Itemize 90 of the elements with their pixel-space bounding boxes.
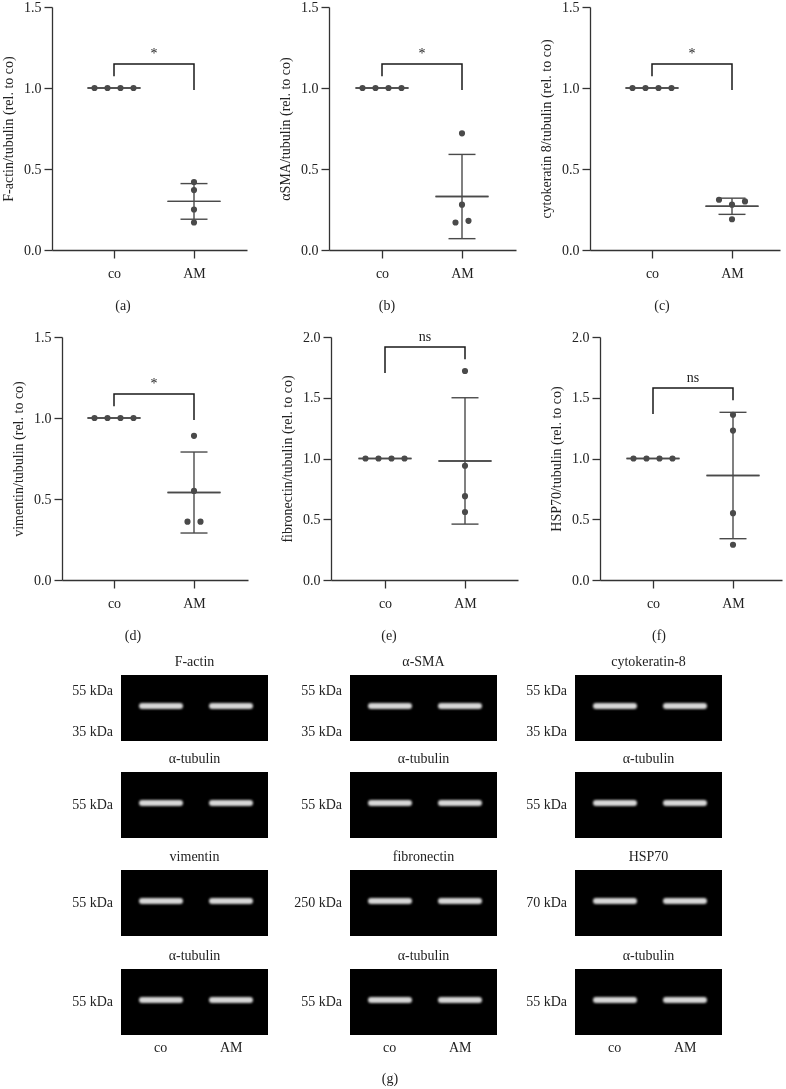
y-tick-label: 1.5 [34, 329, 52, 345]
y-tick-label: 1.5 [303, 390, 321, 406]
category-label: co [608, 1039, 622, 1057]
text: 55 kDa [526, 993, 567, 1011]
text: α-tubulin [168, 947, 221, 965]
text: 35 kDa [72, 722, 113, 741]
x-tick-label: AM [451, 265, 475, 281]
y-tick-label: 0.5 [301, 161, 319, 177]
y-tick-label: 1.5 [24, 0, 42, 15]
y-tick-label: 0.5 [562, 161, 580, 177]
text: (g) [381, 1070, 399, 1088]
text: (b) [378, 298, 396, 314]
text: α-tubulin [622, 750, 675, 768]
y-tick-label: 1.0 [24, 80, 42, 96]
y-axis-title: αSMA/tubulin (rel. to co) [278, 56, 294, 201]
x-tick-label: AM [183, 595, 207, 611]
annotation: ns [418, 328, 432, 344]
category-label: AM [448, 1039, 472, 1057]
y-tick-label: 1.0 [572, 451, 590, 466]
y-tick-label: 2.0 [303, 329, 321, 345]
text: 55 kDa [72, 993, 113, 1011]
y-tick-label: 1.5 [562, 0, 580, 15]
text: (d) [124, 628, 142, 644]
text: 55 kDa [526, 796, 567, 814]
y-tick-label: 0.0 [34, 572, 52, 588]
text: 250 kDa [294, 894, 342, 912]
y-tick-label: 1.0 [303, 451, 321, 466]
x-tick-label: AM [722, 595, 746, 611]
y-axis-title: fibronectin/tubulin (rel. to co) [280, 375, 296, 543]
text: cytokeratin-8 [611, 653, 686, 671]
x-tick-label: co [107, 595, 122, 611]
y-axis-title: F-actin/tubulin (rel. to co) [1, 55, 17, 202]
text: 55 kDa [301, 796, 342, 814]
text: 55 kDa [526, 681, 567, 700]
y-tick-label: 0.0 [303, 572, 321, 588]
text: F-actin [174, 653, 215, 671]
y-tick-label: 0.0 [572, 572, 590, 588]
category-label: AM [219, 1039, 243, 1057]
annotation: * [150, 45, 158, 61]
y-tick-label: 0.0 [301, 242, 319, 258]
text: (c) [654, 298, 671, 314]
y-tick-label: 0.5 [572, 511, 590, 527]
text: (a) [115, 298, 132, 314]
y-tick-label: 1.0 [562, 80, 580, 96]
y-tick-label: 0.0 [24, 242, 42, 258]
text: α-tubulin [397, 750, 450, 768]
y-axis-title: cytokeratin 8/tubulin (rel. to co) [539, 39, 555, 219]
category-label: co [154, 1039, 168, 1057]
x-tick-label: co [107, 265, 122, 281]
text: 55 kDa [72, 894, 113, 912]
text: α-tubulin [397, 947, 450, 965]
x-tick-label: co [378, 595, 393, 611]
x-tick-label: AM [721, 265, 745, 281]
y-tick-label: 2.0 [572, 329, 590, 345]
text: 35 kDa [526, 722, 567, 741]
y-tick-label: 1.0 [301, 80, 319, 96]
annotation: * [150, 375, 158, 391]
text: 55 kDa [301, 993, 342, 1011]
y-tick-label: 0.5 [303, 511, 321, 527]
category-label: AM [673, 1039, 697, 1057]
text: 70 kDa [526, 894, 567, 912]
y-tick-label: 1.5 [572, 390, 590, 406]
y-axis-title: vimentin/tubulin (rel. to co) [11, 380, 27, 537]
text: 55 kDa [301, 681, 342, 700]
x-tick-label: AM [454, 595, 478, 611]
y-tick-label: 1.0 [34, 410, 52, 426]
y-tick-label: 1.5 [301, 0, 319, 15]
text: HSP70 [628, 848, 669, 866]
text: (e) [381, 628, 398, 644]
text: α-tubulin [622, 947, 675, 965]
text: 35 kDa [301, 722, 342, 741]
x-tick-label: AM [183, 265, 207, 281]
y-axis-title: HSP70/tubulin (rel. to co) [549, 385, 565, 532]
text: 55 kDa [72, 681, 113, 700]
text: α-tubulin [168, 750, 221, 768]
y-tick-label: 0.0 [562, 242, 580, 258]
x-tick-label: co [646, 595, 661, 611]
y-tick-label: 0.5 [34, 491, 52, 507]
x-tick-label: co [375, 265, 390, 281]
text: vimentin [169, 848, 220, 866]
text: fibronectin [392, 848, 455, 866]
category-label: co [383, 1039, 397, 1057]
x-tick-label: co [645, 265, 660, 281]
y-tick-label: 0.5 [24, 161, 42, 177]
annotation: * [418, 45, 426, 61]
text: α-SMA [402, 653, 445, 671]
annotation: * [688, 45, 696, 61]
annotation: ns [686, 370, 700, 386]
text: (f) [652, 628, 667, 644]
text: 55 kDa [72, 796, 113, 814]
